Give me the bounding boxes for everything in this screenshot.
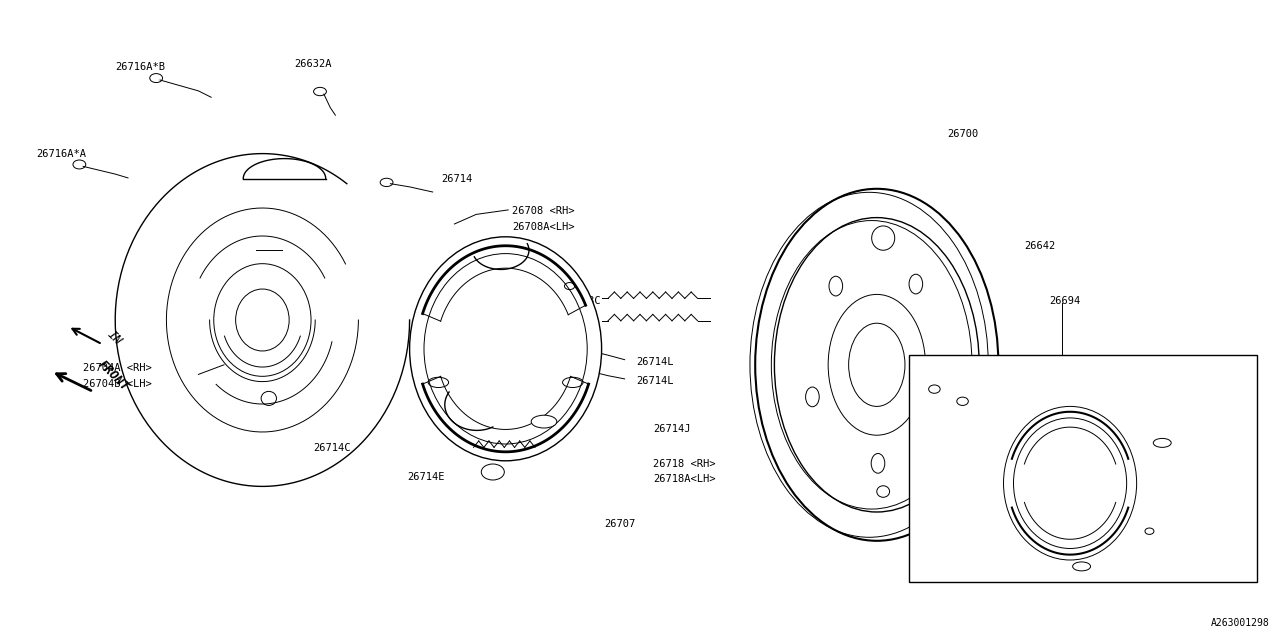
Text: 26714J: 26714J [653, 424, 690, 434]
Text: 26632A: 26632A [294, 59, 332, 69]
Ellipse shape [974, 372, 995, 386]
Text: 26714C: 26714C [314, 443, 351, 453]
Text: a.1: a.1 [1178, 430, 1197, 440]
Text: FRONT: FRONT [96, 358, 132, 394]
Text: 26700: 26700 [947, 129, 978, 140]
Text: a.1: a.1 [480, 308, 499, 319]
Ellipse shape [774, 218, 979, 512]
Ellipse shape [410, 237, 602, 461]
Text: 26694: 26694 [1050, 296, 1080, 306]
Text: 26704A <RH>: 26704A <RH> [83, 363, 152, 373]
Text: 26714: 26714 [1082, 404, 1112, 415]
Text: 26718 <RH>: 26718 <RH> [653, 459, 716, 469]
Text: 26714L: 26714L [636, 356, 673, 367]
Text: 26642: 26642 [1024, 241, 1055, 252]
Circle shape [531, 415, 557, 428]
Text: 26632A: 26632A [919, 366, 956, 376]
Text: a.1: a.1 [1107, 558, 1126, 568]
Text: 26714: 26714 [442, 174, 472, 184]
Text: 26718A<LH>: 26718A<LH> [653, 474, 716, 484]
Text: 26714L: 26714L [636, 376, 673, 386]
Text: 26707: 26707 [604, 518, 635, 529]
Text: 26704B <LH>: 26704B <LH> [83, 379, 152, 389]
Ellipse shape [481, 464, 504, 480]
Text: 26716A*A: 26716A*A [36, 148, 86, 159]
Ellipse shape [828, 294, 925, 435]
Bar [909, 355, 1257, 582]
Text: 26708C: 26708C [1158, 529, 1196, 540]
Text: 26716A*B: 26716A*B [115, 62, 165, 72]
Text: 26708C: 26708C [563, 296, 600, 306]
Text: 26708A<LH>: 26708A<LH> [512, 222, 575, 232]
Text: IN: IN [105, 328, 124, 348]
Text: 26714E: 26714E [407, 472, 444, 482]
Ellipse shape [755, 189, 998, 541]
Text: A263001298: A263001298 [1211, 618, 1270, 628]
Text: 26708 <RH>: 26708 <RH> [512, 206, 575, 216]
